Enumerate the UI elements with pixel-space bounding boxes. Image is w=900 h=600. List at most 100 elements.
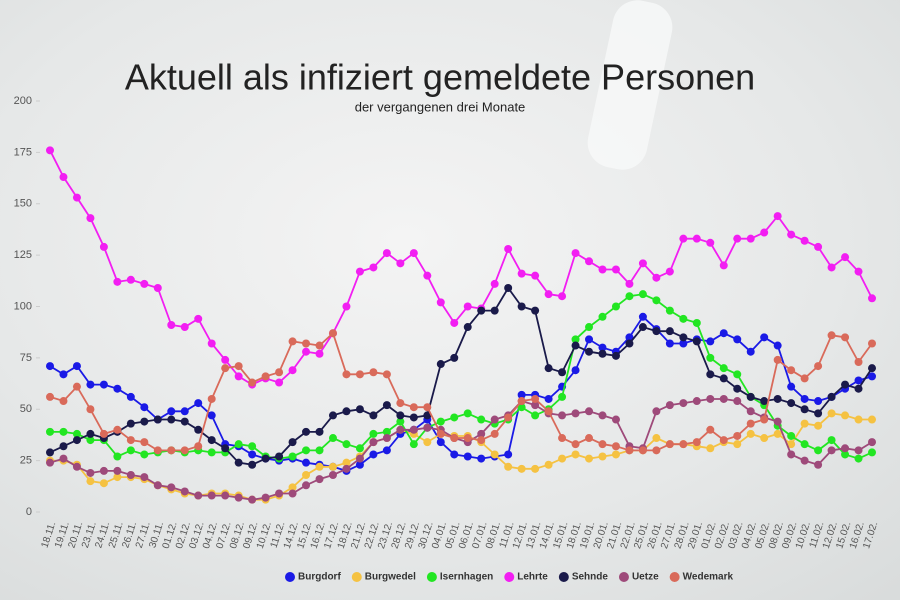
data-point	[719, 261, 728, 270]
data-point	[180, 417, 189, 426]
data-point	[652, 327, 661, 336]
data-point	[598, 411, 607, 420]
data-point	[531, 394, 540, 403]
data-point	[72, 462, 81, 471]
data-point	[288, 438, 297, 447]
data-point	[638, 446, 647, 455]
data-point	[733, 384, 742, 393]
data-point	[679, 234, 688, 243]
data-point	[315, 446, 324, 455]
data-point	[409, 440, 418, 449]
data-point	[854, 415, 863, 424]
data-point	[773, 212, 782, 221]
data-point	[59, 173, 68, 182]
data-point	[463, 409, 472, 418]
data-point	[194, 491, 203, 500]
data-point	[490, 306, 499, 315]
data-point	[638, 323, 647, 332]
data-point	[302, 471, 311, 480]
data-point	[153, 481, 162, 490]
data-point	[719, 394, 728, 403]
data-point	[436, 429, 445, 438]
data-point	[126, 392, 135, 401]
data-point	[598, 440, 607, 449]
data-point	[288, 366, 297, 375]
data-point	[369, 450, 378, 459]
data-point	[248, 442, 257, 451]
data-point	[423, 411, 432, 420]
data-point	[355, 405, 364, 414]
data-point	[396, 425, 405, 434]
data-point	[814, 446, 823, 455]
data-point	[827, 409, 836, 418]
data-point	[625, 292, 634, 301]
data-point	[463, 302, 472, 311]
data-point	[854, 376, 863, 385]
data-point	[611, 415, 620, 424]
data-point	[638, 290, 647, 299]
data-point	[868, 415, 876, 424]
data-point	[140, 403, 149, 412]
data-point	[221, 364, 230, 373]
data-point	[760, 434, 769, 443]
data-point	[302, 339, 311, 348]
data-point	[72, 429, 81, 438]
data-point	[86, 477, 95, 486]
data-point	[504, 244, 513, 253]
data-point	[800, 394, 809, 403]
data-point	[760, 415, 769, 424]
data-point	[517, 269, 526, 278]
data-point	[113, 277, 122, 286]
data-point	[153, 415, 162, 424]
data-point	[113, 425, 122, 434]
data-point	[841, 444, 850, 453]
y-tick-label: 125	[14, 249, 32, 261]
data-point	[477, 415, 486, 424]
data-point	[679, 339, 688, 348]
y-tick-label: 50	[20, 403, 32, 415]
data-point	[733, 431, 742, 440]
data-point	[679, 314, 688, 323]
data-point	[450, 450, 459, 459]
data-point	[800, 236, 809, 245]
data-point	[490, 279, 499, 288]
data-point	[248, 460, 257, 469]
legend-label: Sehnde	[572, 572, 609, 583]
data-point	[544, 290, 553, 299]
data-point	[706, 238, 715, 247]
data-point	[571, 335, 580, 344]
data-point	[409, 249, 418, 258]
data-point	[638, 312, 647, 321]
data-point	[355, 267, 364, 276]
data-point	[679, 440, 688, 449]
data-point	[517, 390, 526, 399]
data-point	[126, 471, 135, 480]
data-point	[625, 333, 634, 342]
data-point	[746, 347, 755, 356]
data-point	[248, 450, 257, 459]
data-point	[59, 454, 68, 463]
data-point	[450, 318, 459, 327]
data-point	[463, 323, 472, 332]
data-point	[665, 327, 674, 336]
legend-swatch	[669, 572, 680, 582]
data-point	[207, 436, 216, 445]
data-point	[773, 394, 782, 403]
data-point	[679, 333, 688, 342]
data-point	[868, 294, 876, 303]
data-point	[706, 394, 715, 403]
data-point	[86, 380, 95, 389]
data-point	[288, 452, 297, 461]
data-point	[571, 249, 580, 258]
data-point	[571, 409, 580, 418]
data-point	[342, 458, 351, 467]
data-point	[692, 438, 701, 447]
data-point	[423, 423, 432, 432]
data-point	[207, 411, 216, 420]
data-point	[611, 351, 620, 360]
data-point	[504, 450, 513, 459]
data-point	[746, 407, 755, 416]
data-point	[409, 425, 418, 434]
data-point	[140, 438, 149, 447]
